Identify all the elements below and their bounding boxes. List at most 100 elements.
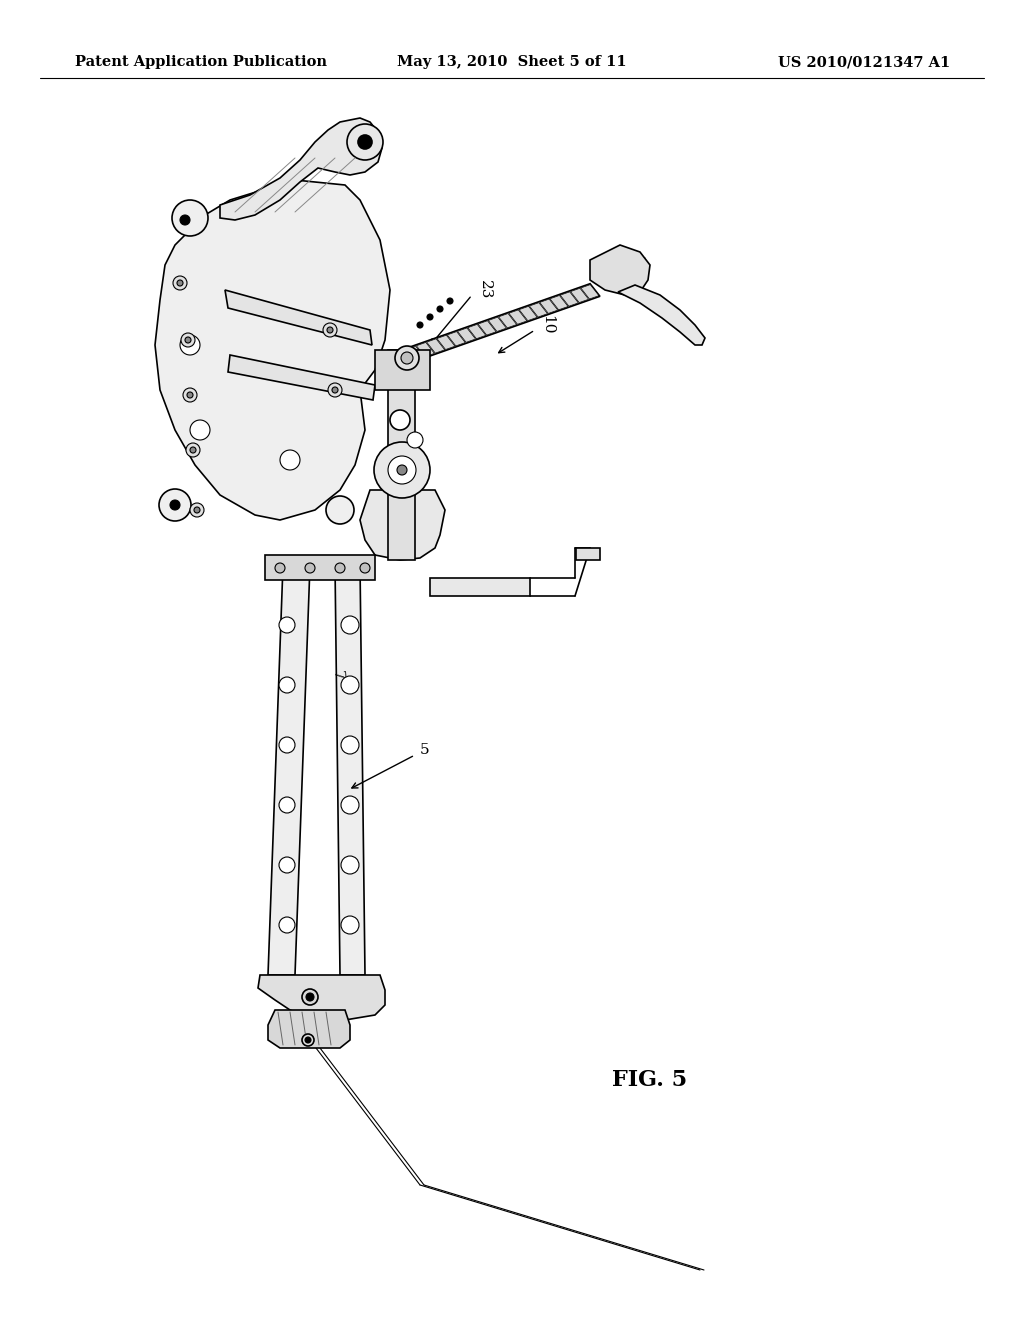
Circle shape [172,201,208,236]
Circle shape [407,432,423,447]
Circle shape [437,306,443,312]
Polygon shape [417,342,434,356]
Text: FIG. 5: FIG. 5 [612,1069,687,1092]
Circle shape [185,337,191,343]
Circle shape [302,1034,314,1045]
Polygon shape [519,306,538,321]
Polygon shape [478,321,496,335]
Text: 6: 6 [276,680,292,690]
Circle shape [187,392,193,399]
Circle shape [427,314,433,319]
Circle shape [180,335,200,355]
Polygon shape [258,975,385,1020]
Circle shape [280,450,300,470]
Text: 5: 5 [420,743,430,756]
Circle shape [327,327,333,333]
Circle shape [323,323,337,337]
Text: Patent Application Publication: Patent Application Publication [75,55,327,69]
Polygon shape [581,285,599,298]
Circle shape [341,616,359,634]
Circle shape [181,333,195,347]
Text: US 2010/0121347 A1: US 2010/0121347 A1 [778,55,950,69]
Circle shape [305,1038,311,1043]
Circle shape [378,351,386,359]
Circle shape [418,381,426,389]
Circle shape [302,989,318,1005]
Circle shape [279,797,295,813]
Circle shape [332,387,338,393]
Polygon shape [335,565,365,975]
Polygon shape [268,1010,350,1048]
Circle shape [159,488,191,521]
Circle shape [418,351,426,359]
Circle shape [374,442,430,498]
Circle shape [326,496,354,524]
Circle shape [306,993,314,1001]
Circle shape [388,455,416,484]
Polygon shape [570,288,589,302]
Polygon shape [265,554,375,579]
Circle shape [341,855,359,874]
Circle shape [378,366,386,374]
Polygon shape [437,335,455,350]
Circle shape [341,676,359,694]
Text: 10: 10 [540,315,554,335]
Circle shape [390,411,410,430]
Circle shape [173,276,187,290]
Circle shape [186,444,200,457]
Circle shape [177,280,183,286]
Circle shape [341,796,359,814]
Polygon shape [499,314,517,327]
Circle shape [335,564,345,573]
Polygon shape [509,310,527,325]
Circle shape [279,857,295,873]
Circle shape [360,564,370,573]
Circle shape [328,383,342,397]
Circle shape [279,917,295,933]
Polygon shape [360,490,445,560]
Circle shape [279,616,295,634]
Circle shape [395,346,419,370]
Polygon shape [427,339,444,354]
Polygon shape [375,350,430,389]
Polygon shape [407,346,424,360]
Polygon shape [458,327,475,342]
Polygon shape [220,117,382,220]
Circle shape [180,215,190,224]
Polygon shape [488,317,507,331]
Text: 7: 7 [330,669,344,680]
Circle shape [279,677,295,693]
Polygon shape [529,302,548,317]
Polygon shape [228,355,375,400]
Circle shape [401,352,413,364]
Circle shape [275,564,285,573]
Circle shape [190,447,196,453]
Circle shape [170,500,180,510]
Circle shape [397,465,407,475]
Circle shape [190,503,204,517]
Circle shape [305,564,315,573]
Polygon shape [575,548,600,560]
Text: May 13, 2010  Sheet 5 of 11: May 13, 2010 Sheet 5 of 11 [397,55,627,69]
Circle shape [194,507,200,513]
Circle shape [418,366,426,374]
Polygon shape [468,325,485,339]
Polygon shape [388,350,415,560]
Polygon shape [590,246,650,294]
Polygon shape [540,300,558,313]
Polygon shape [550,296,568,310]
Polygon shape [618,285,705,345]
Circle shape [358,135,372,149]
Polygon shape [430,578,530,597]
Text: 23: 23 [478,280,492,300]
Circle shape [341,916,359,935]
Polygon shape [155,180,390,520]
Circle shape [447,298,453,304]
Circle shape [190,420,210,440]
Circle shape [183,388,197,403]
Polygon shape [447,331,465,346]
Circle shape [417,322,423,327]
Polygon shape [406,284,600,362]
Polygon shape [560,292,579,306]
Circle shape [341,737,359,754]
